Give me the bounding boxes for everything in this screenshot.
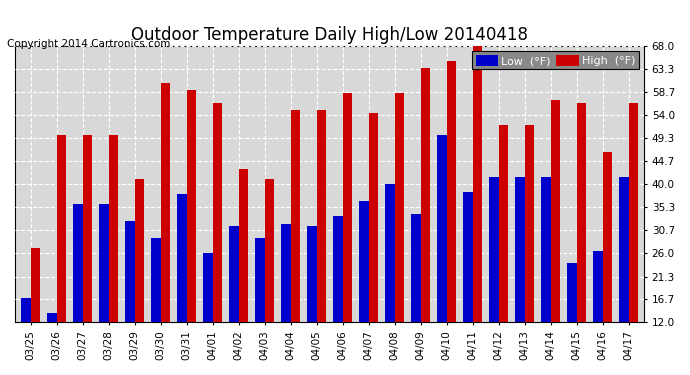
Bar: [30, 248, 41, 322]
Bar: [99, 204, 108, 322]
Bar: [161, 83, 170, 322]
Bar: [629, 103, 638, 322]
Bar: [473, 41, 482, 322]
Bar: [551, 100, 560, 322]
Bar: [463, 192, 473, 322]
Bar: [411, 214, 420, 322]
Bar: [290, 110, 300, 322]
Bar: [281, 224, 290, 322]
Bar: [203, 254, 213, 322]
Bar: [72, 204, 83, 322]
Bar: [541, 177, 551, 322]
Bar: [602, 152, 613, 322]
Bar: [264, 179, 275, 322]
Bar: [499, 125, 509, 322]
Legend: Low  (°F), High  (°F): Low (°F), High (°F): [473, 51, 638, 69]
Bar: [150, 238, 161, 322]
Bar: [21, 298, 30, 322]
Bar: [566, 263, 577, 322]
Bar: [593, 251, 602, 322]
Bar: [446, 61, 456, 322]
Bar: [306, 226, 317, 322]
Bar: [342, 93, 353, 322]
Bar: [177, 194, 186, 322]
Bar: [317, 110, 326, 322]
Bar: [228, 226, 239, 322]
Bar: [125, 221, 135, 322]
Title: Outdoor Temperature Daily High/Low 20140418: Outdoor Temperature Daily High/Low 20140…: [131, 26, 528, 44]
Bar: [213, 103, 222, 322]
Bar: [619, 177, 629, 322]
Bar: [515, 177, 524, 322]
Bar: [108, 135, 119, 322]
Bar: [524, 125, 535, 322]
Bar: [359, 201, 368, 322]
Bar: [437, 135, 446, 322]
Bar: [57, 135, 66, 322]
Text: Copyright 2014 Cartronics.com: Copyright 2014 Cartronics.com: [7, 39, 170, 50]
Bar: [186, 90, 197, 322]
Bar: [489, 177, 499, 322]
Bar: [135, 179, 144, 322]
Bar: [577, 103, 586, 322]
Bar: [239, 170, 248, 322]
Bar: [47, 313, 57, 322]
Bar: [255, 238, 264, 322]
Bar: [384, 184, 395, 322]
Bar: [83, 135, 92, 322]
Bar: [368, 112, 378, 322]
Bar: [333, 216, 342, 322]
Bar: [420, 68, 431, 322]
Bar: [395, 93, 404, 322]
